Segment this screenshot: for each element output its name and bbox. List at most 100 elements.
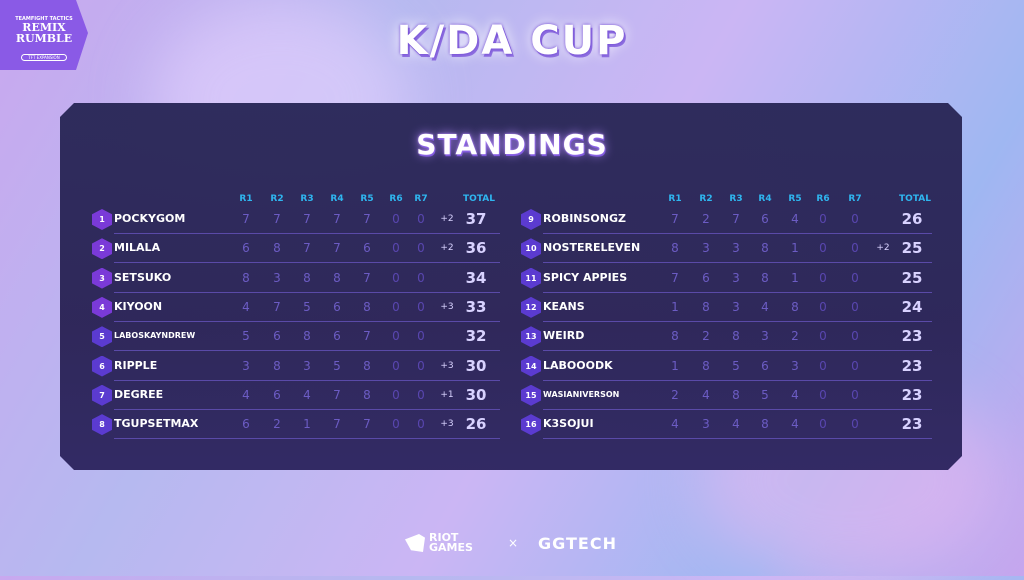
round-score-r6: 0	[392, 417, 400, 432]
player-name: ROBINSONGZ	[543, 212, 626, 225]
player-name: K3SOJUI	[543, 417, 594, 431]
round-score-r1: 1	[671, 299, 679, 314]
round-score-r4: 7	[333, 387, 341, 402]
round-score-r6: 0	[392, 358, 400, 373]
total-points: 25	[901, 239, 923, 258]
round-score-r3: 8	[732, 387, 740, 402]
player-name: DEGREE	[114, 387, 164, 401]
round-score-r1: 8	[671, 241, 679, 256]
row-divider	[543, 379, 932, 381]
standings-row: 12 KEANS 1 8 3 4 8 0 0 24	[521, 293, 932, 322]
round-score-r1: 2	[671, 387, 679, 402]
bonus-points: +2	[440, 214, 454, 224]
riot-fist-icon	[405, 534, 425, 552]
round-score-r7: 0	[417, 241, 425, 256]
player-name: MILALA	[114, 241, 161, 255]
round-score-r2: 6	[273, 329, 281, 344]
rank-badge: 11	[521, 267, 541, 289]
round-score-r4: 8	[761, 417, 769, 432]
round-score-r3: 7	[732, 212, 740, 226]
round-score-r6: 0	[392, 387, 400, 402]
player-name: POCKYGOM	[114, 212, 186, 225]
round-score-r6: 0	[819, 329, 827, 344]
round-score-r4: 6	[761, 212, 769, 226]
rank-badge: 5	[92, 326, 112, 348]
round-score-r7: 0	[851, 299, 859, 314]
round-score-r3: 8	[732, 329, 740, 344]
column-header-r5: R5	[788, 194, 802, 204]
bonus-points: +3	[440, 419, 454, 430]
round-score-r4: 6	[333, 329, 341, 344]
rank-badge: 10	[521, 238, 541, 260]
round-score-r5: 6	[363, 241, 371, 256]
round-score-r5: 8	[363, 299, 371, 314]
rank-badge: 7	[92, 384, 112, 406]
round-score-r3: 5	[303, 299, 311, 314]
player-name: NOSTERELEVEN	[543, 241, 641, 255]
rank-badge: 14	[521, 355, 541, 377]
round-score-r4: 5	[333, 358, 341, 373]
standings-row: 10 NOSTERELEVEN 8 3 3 8 1 0 0 +2 25	[521, 234, 932, 264]
standings-row: 7 DEGREE 4 6 4 7 8 0 0 +1 30	[92, 381, 500, 410]
round-score-r6: 0	[392, 212, 400, 226]
round-score-r7: 0	[417, 212, 425, 226]
round-score-r5: 4	[791, 417, 799, 432]
column-header-total: TOTAL	[899, 194, 931, 204]
player-name: TGUPSETMAX	[114, 417, 199, 431]
player-name: WASIANIVERSON	[543, 389, 620, 399]
column-header-r3: R3	[300, 194, 314, 204]
player-name: WEIRD	[543, 329, 585, 343]
round-score-r4: 4	[761, 299, 769, 314]
round-score-r1: 1	[671, 358, 679, 373]
round-score-r3: 4	[732, 417, 740, 432]
row-divider	[543, 291, 932, 293]
round-score-r5: 1	[791, 241, 799, 256]
round-score-r5: 8	[363, 358, 371, 373]
logo-line: TFT EXPANSION	[21, 54, 67, 61]
row-divider	[543, 408, 932, 410]
row-divider	[114, 320, 500, 322]
round-score-r3: 1	[303, 417, 311, 432]
row-divider	[114, 438, 500, 440]
round-score-r7: 0	[851, 212, 859, 226]
total-points: 26	[901, 210, 923, 228]
round-score-r6: 0	[819, 299, 827, 314]
total-points: 30	[465, 356, 487, 375]
round-score-r1: 7	[671, 212, 679, 226]
round-score-r7: 0	[417, 387, 425, 402]
player-name: LABOSKAYNDREW	[114, 331, 196, 341]
total-points: 34	[465, 268, 487, 287]
total-points: 37	[465, 210, 487, 228]
standings-row: 8 TGUPSETMAX 6 2 1 7 7 0 0 +3 26	[92, 410, 500, 440]
round-score-r3: 7	[303, 241, 311, 256]
round-score-r7: 0	[851, 358, 859, 373]
standings-row: 4 KIYOON 4 7 5 6 8 0 0 +3 33	[92, 293, 500, 322]
round-score-r5: 8	[791, 299, 799, 314]
round-score-r2: 3	[702, 417, 710, 432]
round-score-r5: 7	[363, 212, 371, 226]
round-score-r3: 7	[303, 212, 311, 226]
round-score-r6: 0	[392, 241, 400, 256]
riot-games-text: RIOT GAMES	[429, 531, 473, 554]
player-name: RIPPLE	[114, 358, 158, 372]
round-score-r4: 3	[761, 329, 769, 344]
total-points: 36	[465, 239, 487, 258]
rank-badge: 13	[521, 326, 541, 348]
round-score-r2: 2	[702, 329, 710, 344]
round-score-r3: 8	[303, 270, 311, 285]
round-score-r7: 0	[417, 270, 425, 285]
round-score-r6: 0	[819, 270, 827, 285]
bonus-points: +3	[440, 360, 454, 371]
row-divider	[543, 262, 932, 264]
column-header-r3: R3	[729, 194, 743, 204]
standings-row: 6 RIPPLE 3 8 3 5 8 0 0 +3 30	[92, 352, 500, 381]
round-score-r5: 8	[363, 387, 371, 402]
player-name: SPICY APPIES	[543, 270, 628, 284]
round-score-r2: 6	[273, 387, 281, 402]
round-score-r7: 0	[851, 329, 859, 344]
round-score-r3: 3	[732, 299, 740, 314]
column-header-total: TOTAL	[463, 194, 495, 204]
round-score-r1: 7	[671, 270, 679, 285]
player-name: KIYOON	[114, 299, 163, 313]
standings-row: 3 SETSUKO 8 3 8 8 7 0 0 34	[92, 264, 500, 293]
